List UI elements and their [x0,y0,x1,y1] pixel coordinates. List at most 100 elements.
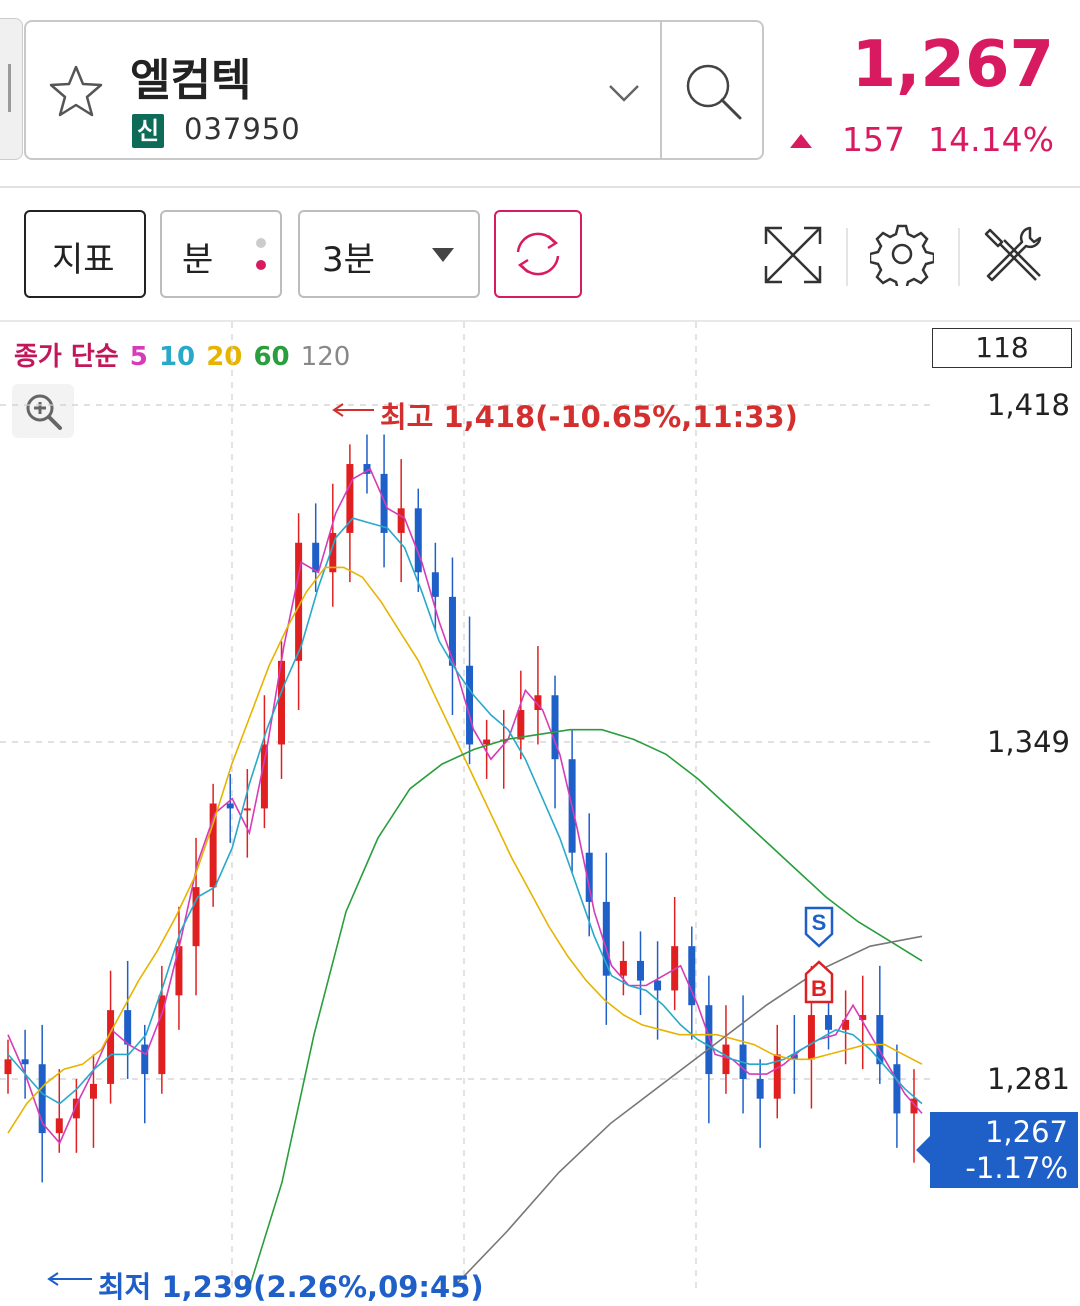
up-arrow-icon [790,134,812,148]
candle-body [910,1098,918,1114]
candle-body [619,960,627,976]
candle-body [312,542,320,573]
candle-body [397,508,405,533]
candle-body [602,901,610,976]
period-unit-label: 분 [182,240,214,280]
low-marker [47,1272,92,1286]
dropdown-arrow-icon [432,248,454,262]
candle-body [380,473,388,533]
high-price-label: 최고 1,418(-10.65%,11:33) [380,400,798,434]
candle-body [72,1098,80,1119]
ma-line-60 [249,728,923,1286]
candle-body [636,960,644,981]
current-price-tag-change: -1.17% [965,1151,1068,1185]
y-axis-label: 1,418 [986,388,1070,422]
candle-body [551,695,559,760]
candle-body [141,1044,149,1075]
divider [958,228,960,286]
sell-signal-label: S [812,910,827,935]
divider [0,320,1080,322]
high-marker [332,403,374,417]
candle-body [107,1010,115,1084]
indicator-button[interactable]: 지표 [24,210,146,298]
candle-body [329,532,337,573]
market-badge: 신 [132,114,164,148]
candle-body [585,852,593,902]
candle-body [414,508,422,573]
candle-body [243,808,251,811]
settings-gear-icon[interactable] [870,222,934,286]
ma-legend-prefix: 종가 단순 [14,342,119,372]
candle-body [876,1015,884,1065]
period-unit-button[interactable]: 분 [160,210,282,298]
ma-legend-10: 10 [158,342,196,372]
candle-body [807,1015,815,1060]
tools-icon[interactable] [980,222,1046,288]
candle-body [893,1064,901,1114]
candle-body [192,887,200,947]
ma-line-10 [7,517,923,1105]
candle-body [466,665,474,745]
current-price-tag: 1,267 -1.17% [916,1112,1078,1188]
buy-signal-marker[interactable]: B [804,960,834,1004]
candle-body [209,803,217,888]
stock-code: 037950 [184,112,301,146]
divider [0,186,1080,188]
candle-body [448,596,456,666]
chevron-down-icon[interactable] [604,72,644,112]
fullscreen-icon[interactable] [760,222,826,288]
candle-body [517,710,525,740]
buy-signal-label: B [811,976,827,1001]
candle-body [4,1059,12,1075]
volume-value: 118 [932,328,1072,368]
ma-legend-120: 120 [300,342,351,372]
candle-body [825,1015,833,1030]
candle-body [654,980,662,991]
price-change: 157 [842,120,905,159]
interval-dropdown[interactable]: 3분 [298,210,480,298]
ma-line-120 [454,935,923,1287]
candle-body [21,1059,29,1065]
stock-name: 엘컴텍 [130,55,252,106]
candles [4,434,918,1183]
candle-body [534,695,542,711]
candle-body [483,739,491,745]
candle-body [363,464,371,474]
zoom-button[interactable] [12,384,74,438]
ma-line-5 [7,467,923,1145]
side-drawer-handle[interactable] [0,18,23,160]
candle-body [158,995,166,1075]
ma-legend[interactable]: 종가 단순 5 10 20 60 120 [14,336,352,373]
y-axis-label: 1,281 [986,1062,1070,1096]
candle-body [55,1118,63,1134]
refresh-button[interactable] [494,210,582,298]
divider [846,228,848,286]
candle-body [722,1044,730,1075]
search-icon[interactable] [680,58,750,128]
interval-value: 3분 [322,240,375,280]
favorite-star-icon[interactable] [46,62,106,122]
candlestick-chart[interactable]: S B [0,322,930,1294]
candle-body [859,1015,867,1020]
candle-body [756,1079,764,1099]
divider [660,22,662,158]
dot-icon [256,260,266,270]
candle-body [278,660,286,745]
ma-legend-5: 5 [129,342,148,372]
candle-body [38,1064,46,1134]
sell-signal-marker[interactable]: S [804,906,834,948]
candle-body [842,1019,850,1030]
price-change-pct: 14.14% [928,120,1054,159]
candle-body [790,1054,798,1060]
low-price-label: 최저 1,239(2.26%,09:45) [98,1270,484,1304]
stock-selector[interactable]: 엘컴텍 신 037950 [24,20,764,160]
candle-body [260,744,268,809]
ma-line-20 [7,566,923,1134]
current-price-tag-value: 1,267 [984,1115,1068,1149]
candle-body [295,542,303,661]
dot-icon [256,238,266,248]
moving-average-lines [7,467,923,1287]
zoom-in-icon [26,394,62,430]
candle-body [688,946,696,1006]
chart-gridlines [0,322,930,1294]
